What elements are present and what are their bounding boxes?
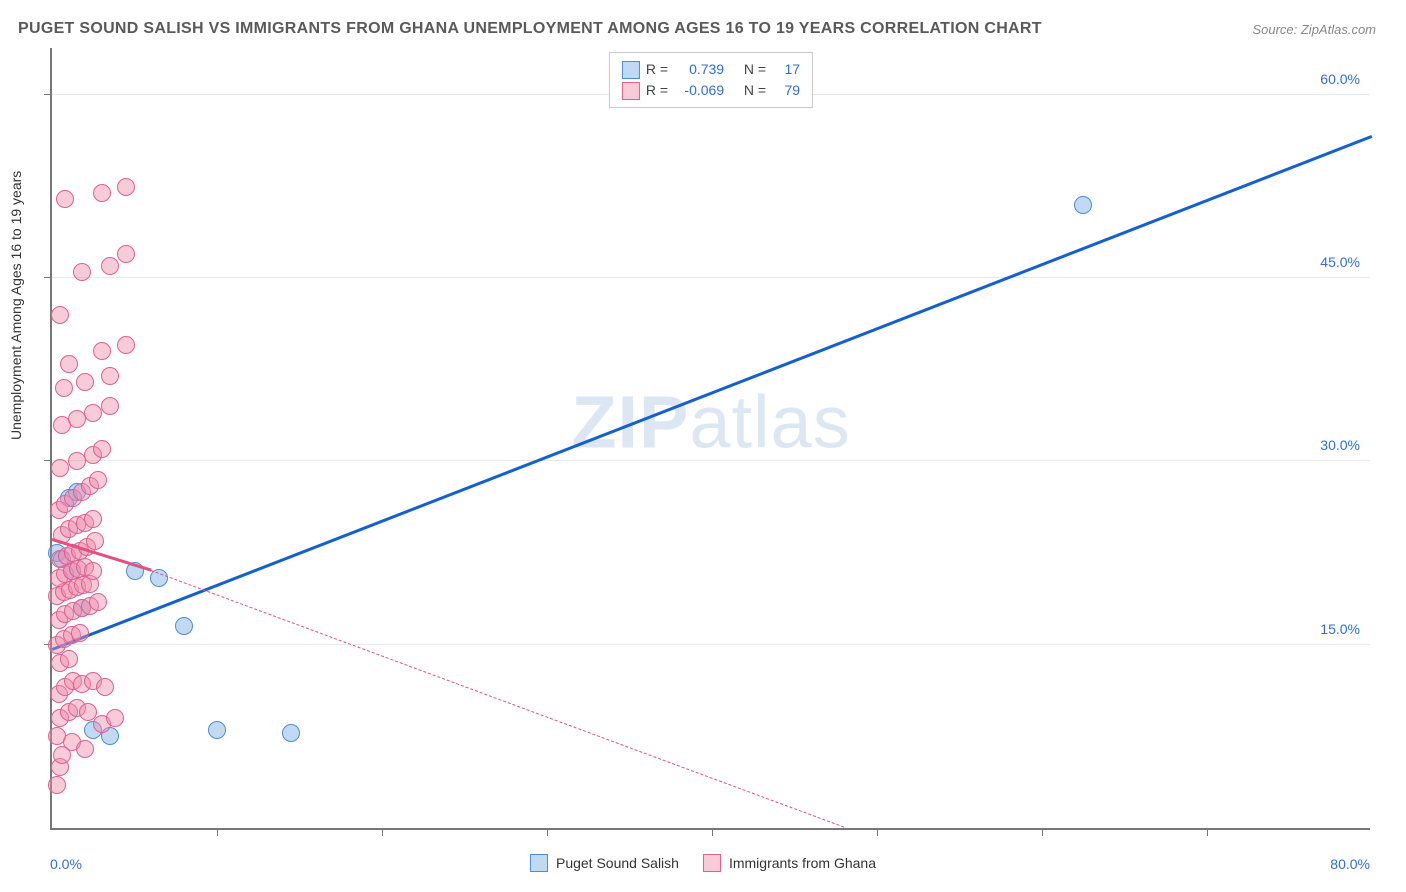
x-tick [382, 828, 383, 836]
data-point [106, 709, 124, 727]
r-label: R = [646, 59, 668, 80]
data-point [84, 562, 102, 580]
r-value: 0.739 [674, 59, 724, 80]
data-point [56, 190, 74, 208]
y-tick-label: 45.0% [1320, 254, 1360, 270]
y-tick-label: 15.0% [1320, 621, 1360, 637]
data-point [71, 624, 89, 642]
n-value: 79 [772, 80, 800, 101]
data-point [1074, 196, 1092, 214]
y-tick-label: 30.0% [1320, 437, 1360, 453]
data-point [68, 452, 86, 470]
legend-row: R = 0.739 N = 17 [622, 59, 800, 80]
data-point [101, 257, 119, 275]
data-point [208, 721, 226, 739]
legend-item: Immigrants from Ghana [703, 854, 876, 872]
data-point [51, 459, 69, 477]
data-point [84, 404, 102, 422]
data-point [89, 471, 107, 489]
legend-swatch [703, 854, 721, 872]
n-label: N = [744, 59, 766, 80]
source-attribution: Source: ZipAtlas.com [1252, 22, 1376, 37]
data-point [93, 440, 111, 458]
data-point [55, 379, 73, 397]
x-tick [712, 828, 713, 836]
correlation-legend: R = 0.739 N = 17 R = -0.069 N = 79 [609, 52, 813, 108]
data-point [117, 245, 135, 263]
x-tick [877, 828, 878, 836]
series-legend: Puget Sound Salish Immigrants from Ghana [530, 854, 876, 872]
data-point [76, 740, 94, 758]
data-point [101, 367, 119, 385]
legend-swatch [622, 61, 640, 79]
r-label: R = [646, 80, 668, 101]
legend-swatch [530, 854, 548, 872]
data-point [60, 650, 78, 668]
y-tick [44, 94, 52, 95]
legend-item: Puget Sound Salish [530, 854, 679, 872]
data-point [84, 510, 102, 528]
y-tick-label: 60.0% [1320, 71, 1360, 87]
gridline [52, 644, 1370, 645]
data-point [175, 617, 193, 635]
n-value: 17 [772, 59, 800, 80]
r-value: -0.069 [674, 80, 724, 101]
legend-row: R = -0.069 N = 79 [622, 80, 800, 101]
y-tick [44, 460, 52, 461]
data-point [51, 306, 69, 324]
data-point [86, 532, 104, 550]
x-tick [1207, 828, 1208, 836]
y-tick [44, 277, 52, 278]
data-point [117, 178, 135, 196]
chart-title: PUGET SOUND SALISH VS IMMIGRANTS FROM GH… [18, 20, 1042, 38]
data-point [93, 184, 111, 202]
data-point [101, 397, 119, 415]
data-point [48, 776, 66, 794]
gridline [52, 277, 1370, 278]
x-axis-start-label: 0.0% [50, 856, 82, 872]
data-point [282, 724, 300, 742]
legend-label: Immigrants from Ghana [729, 855, 876, 871]
x-tick [217, 828, 218, 836]
data-point [76, 373, 94, 391]
data-point [93, 342, 111, 360]
trend-line-dashed [151, 570, 844, 828]
legend-swatch [622, 82, 640, 100]
data-point [73, 263, 91, 281]
gridline [52, 460, 1370, 461]
y-axis-label: Unemployment Among Ages 16 to 19 years [8, 171, 24, 440]
data-point [60, 355, 78, 373]
trend-line [52, 135, 1373, 651]
data-point [68, 410, 86, 428]
plot-area: R =0.739 N =17R =-0.069 N =79 ZIPatlas 1… [50, 48, 1370, 830]
x-tick [1042, 828, 1043, 836]
data-point [96, 678, 114, 696]
data-point [117, 336, 135, 354]
x-axis-end-label: 80.0% [1330, 856, 1370, 872]
legend-label: Puget Sound Salish [556, 855, 679, 871]
n-label: N = [744, 80, 766, 101]
data-point [89, 593, 107, 611]
x-tick [547, 828, 548, 836]
